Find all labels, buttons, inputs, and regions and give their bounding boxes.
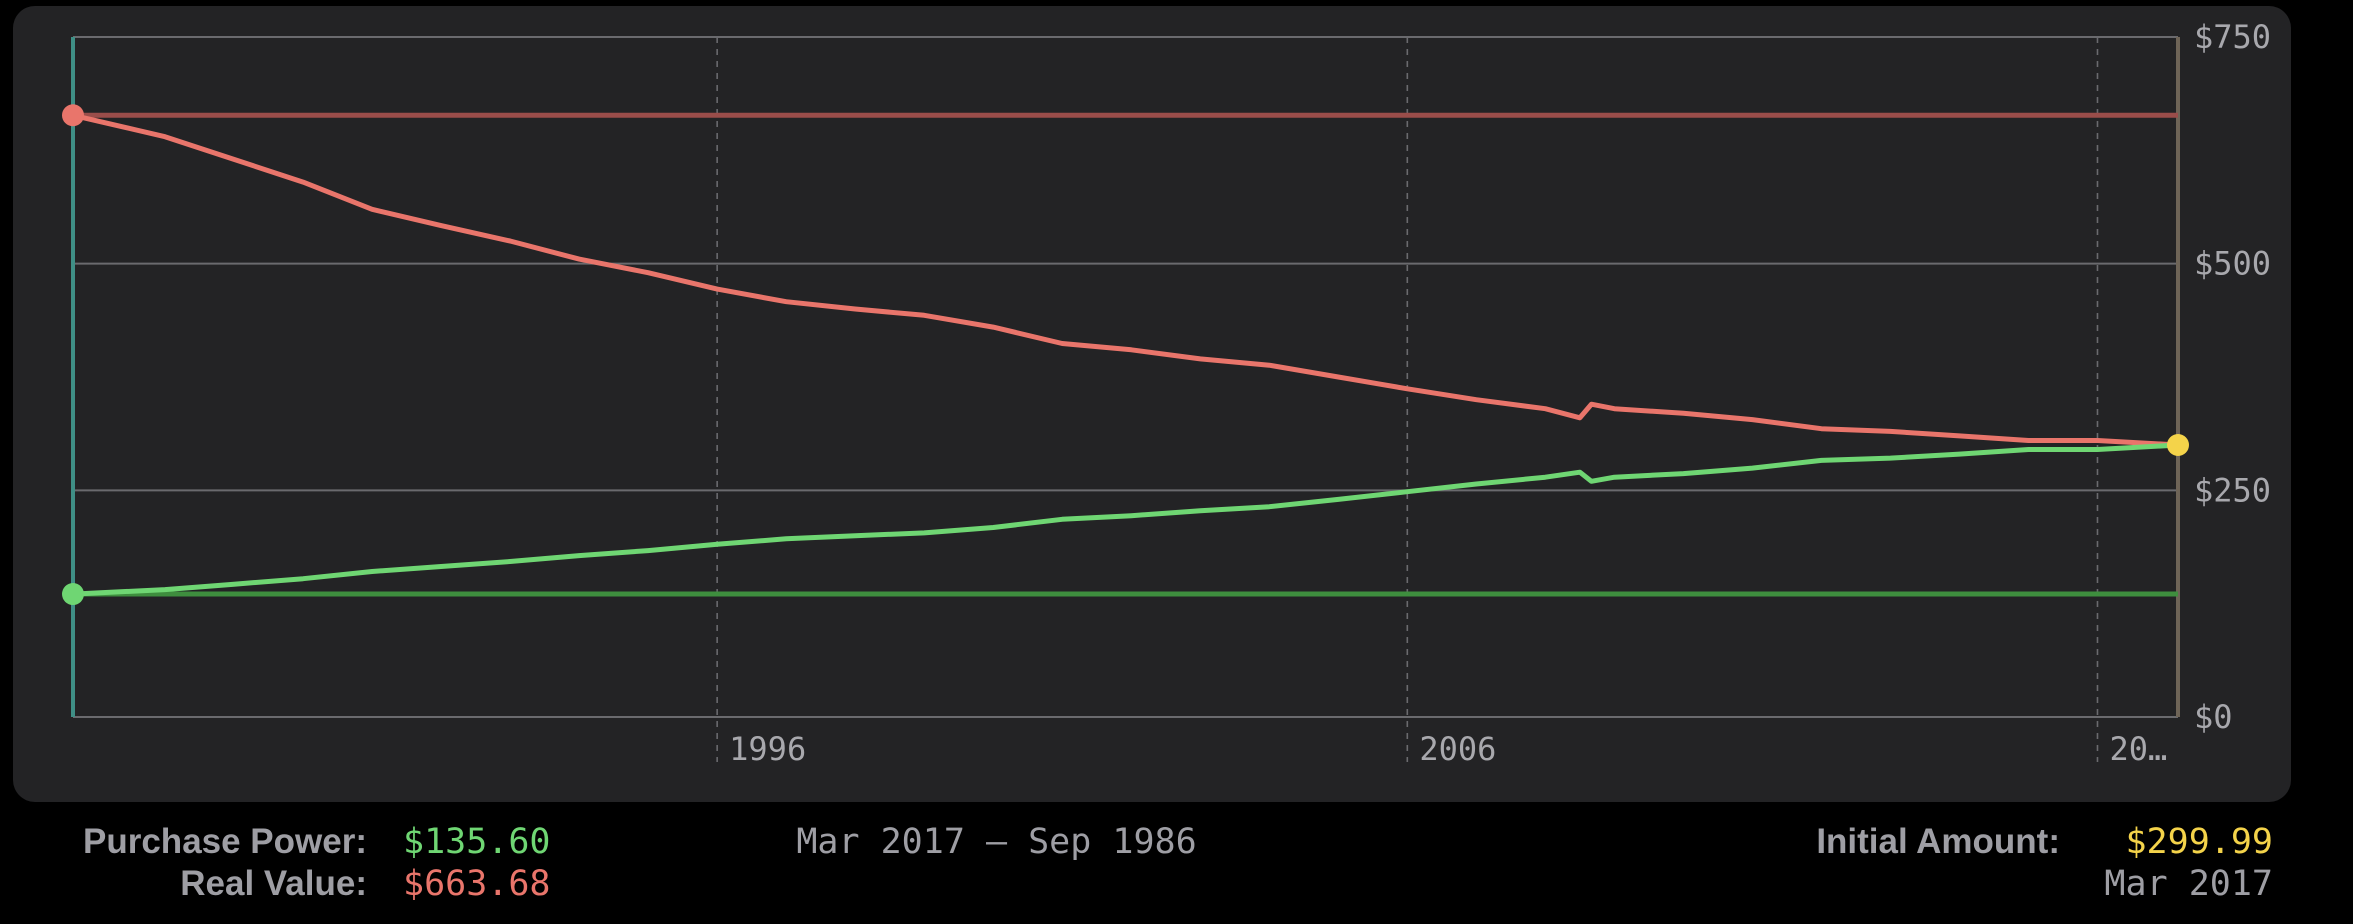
real-value-value: $663.68	[403, 864, 551, 904]
marker-2[interactable]	[2167, 434, 2189, 457]
y-tick-label: $750	[2194, 18, 2271, 56]
purchase-power-label: Purchase Power:	[83, 822, 367, 861]
initial-amount-label: Initial Amount:	[1816, 822, 2060, 861]
x-tick-label: 2006	[1419, 730, 1496, 768]
purchase-power-value: $135.60	[403, 822, 551, 862]
series-line-1	[70, 442, 2181, 597]
y-tick-label: $500	[2194, 245, 2271, 283]
x-tick-label: 20…	[2109, 730, 2167, 768]
initial-amount-value: $299.99	[2125, 822, 2273, 862]
y-tick-label: $0	[2194, 698, 2233, 736]
inflation-chart[interactable]: $750 $500 $250 $0 1996 2006 20…	[13, 6, 2291, 802]
summary-footer: Purchase Power: $135.60 Real Value: $663…	[0, 812, 2353, 924]
marker-0[interactable]	[62, 104, 84, 127]
real-value-label: Real Value:	[180, 864, 367, 903]
chart-card: $750 $500 $250 $0 1996 2006 20…	[13, 6, 2291, 802]
x-tick-label: 1996	[729, 730, 806, 768]
marker-1[interactable]	[62, 583, 84, 606]
series-line-0	[70, 112, 2181, 448]
date-range: Mar 2017 – Sep 1986	[796, 822, 1197, 862]
y-tick-label: $250	[2194, 471, 2271, 509]
initial-date: Mar 2017	[2104, 864, 2273, 904]
